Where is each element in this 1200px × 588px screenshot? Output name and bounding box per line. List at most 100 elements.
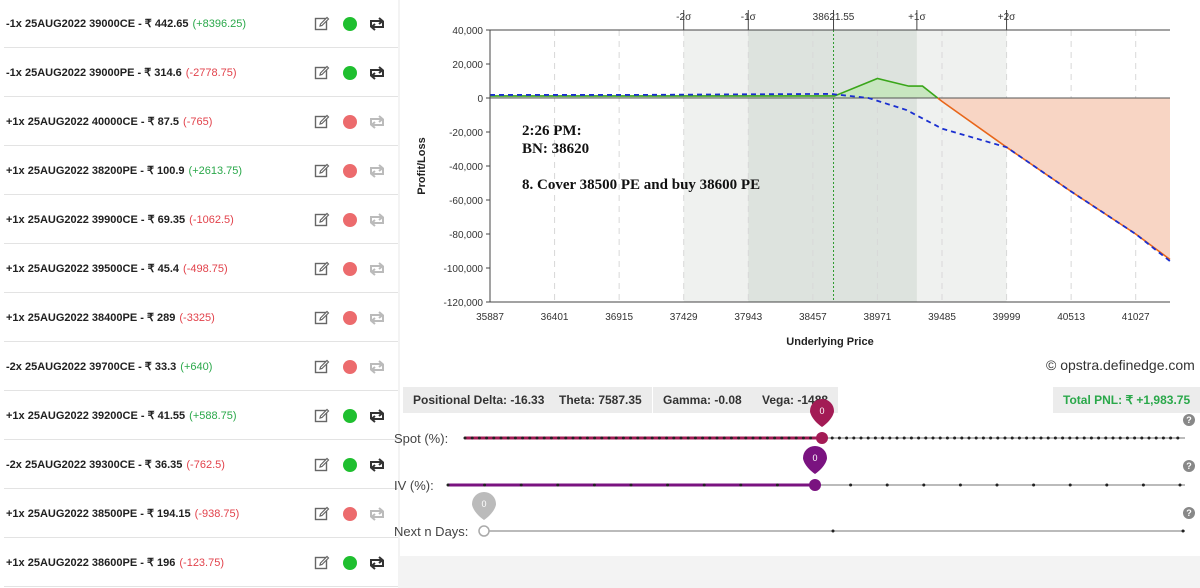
spot-tick bbox=[953, 436, 957, 440]
status-dot-inactive[interactable] bbox=[343, 213, 357, 227]
swap-icon[interactable] bbox=[367, 260, 387, 278]
status-dot-active[interactable] bbox=[343, 409, 357, 423]
x-tick-label: 39999 bbox=[993, 312, 1021, 323]
spot-tick bbox=[794, 436, 798, 440]
edit-icon[interactable] bbox=[314, 16, 330, 32]
position-label: +1x 25AUG2022 38200PE - ₹ 100.9 (+2613.75… bbox=[6, 147, 242, 195]
status-dot-active[interactable] bbox=[343, 66, 357, 80]
swap-icon[interactable] bbox=[367, 15, 387, 33]
iv-handle[interactable] bbox=[809, 479, 821, 491]
iv-help-icon[interactable]: ? bbox=[1183, 460, 1195, 472]
iv-tick bbox=[556, 483, 560, 487]
spot-tick bbox=[578, 436, 582, 440]
status-dot-inactive[interactable] bbox=[343, 115, 357, 129]
status-dot-inactive[interactable] bbox=[343, 164, 357, 178]
edit-icon[interactable] bbox=[314, 65, 330, 81]
position-row: +1x 25AUG2022 39500CE - ₹ 45.4 (-498.75) bbox=[4, 245, 398, 293]
spot-tick bbox=[974, 436, 978, 440]
days-help-icon[interactable]: ? bbox=[1183, 507, 1195, 519]
swap-icon[interactable] bbox=[367, 358, 387, 376]
swap-icon[interactable] bbox=[367, 407, 387, 425]
swap-icon[interactable] bbox=[367, 554, 387, 572]
days-handle[interactable] bbox=[478, 525, 490, 537]
iv-tick bbox=[885, 483, 889, 487]
spot-tick bbox=[967, 436, 971, 440]
spot-tick bbox=[672, 436, 676, 440]
spot-tick bbox=[722, 436, 726, 440]
spot-tick bbox=[859, 436, 863, 440]
spot-tick bbox=[686, 436, 690, 440]
spot-handle[interactable] bbox=[816, 432, 828, 444]
spot-tick bbox=[585, 436, 589, 440]
spot-tick bbox=[902, 436, 906, 440]
spot-tick bbox=[1039, 436, 1043, 440]
y-tick-label: -60,000 bbox=[449, 196, 483, 207]
iv-label: IV (%): bbox=[394, 478, 434, 493]
spot-tick bbox=[621, 436, 625, 440]
spot-help-icon[interactable]: ? bbox=[1183, 414, 1195, 426]
edit-icon[interactable] bbox=[314, 506, 330, 522]
status-dot-inactive[interactable] bbox=[343, 311, 357, 325]
edit-icon[interactable] bbox=[314, 310, 330, 326]
spot-tick bbox=[715, 436, 719, 440]
iv-tick bbox=[446, 483, 450, 487]
position-desc: +1x 25AUG2022 38600PE - ₹ 196 bbox=[6, 557, 176, 569]
swap-icon[interactable] bbox=[367, 113, 387, 131]
spot-tick bbox=[564, 436, 568, 440]
swap-icon[interactable] bbox=[367, 162, 387, 180]
payoff-panel: 35887 36401 36915 37429 37943 38457 38971 39485… bbox=[400, 0, 1200, 556]
spot-tick bbox=[1010, 436, 1014, 440]
iv-tick bbox=[958, 483, 962, 487]
position-desc: +1x 25AUG2022 40000CE - ₹ 87.5 bbox=[6, 116, 180, 128]
position-desc: -2x 25AUG2022 39700CE - ₹ 33.3 bbox=[6, 361, 177, 373]
position-pnl: (-123.75) bbox=[179, 557, 225, 569]
position-label: +1x 25AUG2022 39500CE - ₹ 45.4 (-498.75) bbox=[6, 245, 228, 293]
edit-icon[interactable] bbox=[314, 114, 330, 130]
swap-icon[interactable] bbox=[367, 505, 387, 523]
swap-icon[interactable] bbox=[367, 64, 387, 82]
x-axis-title: Underlying Price bbox=[786, 336, 873, 348]
edit-icon[interactable] bbox=[314, 457, 330, 473]
swap-icon[interactable] bbox=[367, 211, 387, 229]
spot-tick bbox=[506, 436, 510, 440]
edit-icon[interactable] bbox=[314, 261, 330, 277]
x-tick-label: 37943 bbox=[734, 312, 762, 323]
spot-tick bbox=[765, 436, 769, 440]
position-label: +1x 25AUG2022 38400PE - ₹ 289 (-3325) bbox=[6, 294, 215, 342]
swap-icon[interactable] bbox=[367, 309, 387, 327]
status-dot-active[interactable] bbox=[343, 556, 357, 570]
edit-icon[interactable] bbox=[314, 163, 330, 179]
spot-tick bbox=[837, 436, 841, 440]
position-pnl: (-498.75) bbox=[183, 263, 228, 275]
spot-tick bbox=[1017, 436, 1021, 440]
status-dot-inactive[interactable] bbox=[343, 507, 357, 521]
status-dot-active[interactable] bbox=[343, 458, 357, 472]
y-tick-label: -20,000 bbox=[449, 128, 483, 139]
iv-tick bbox=[629, 483, 633, 487]
spot-tick bbox=[629, 436, 633, 440]
x-tick-label: 35887 bbox=[476, 312, 504, 323]
position-pnl: (-2778.75) bbox=[185, 67, 237, 79]
swap-icon[interactable] bbox=[367, 456, 387, 474]
spot-pin bbox=[810, 399, 834, 427]
iv-tick bbox=[666, 483, 670, 487]
position-desc: -2x 25AUG2022 39300CE - ₹ 36.35 bbox=[6, 459, 183, 471]
position-pnl: (+640) bbox=[180, 361, 213, 373]
edit-icon[interactable] bbox=[314, 359, 330, 375]
gamma-chip: Gamma: -0.08 bbox=[653, 387, 752, 413]
position-label: -1x 25AUG2022 39000PE - ₹ 314.6 (-2778.75… bbox=[6, 49, 237, 97]
status-dot-inactive[interactable] bbox=[343, 360, 357, 374]
edit-icon[interactable] bbox=[314, 555, 330, 571]
status-dot-active[interactable] bbox=[343, 17, 357, 31]
spot-tick bbox=[492, 436, 496, 440]
x-tick-label: 39485 bbox=[928, 312, 956, 323]
iv-tick bbox=[519, 483, 523, 487]
edit-icon[interactable] bbox=[314, 212, 330, 228]
status-dot-inactive[interactable] bbox=[343, 262, 357, 276]
iv-tick bbox=[702, 483, 706, 487]
days-label: Next n Days: bbox=[394, 524, 469, 539]
position-desc: -1x 25AUG2022 39000CE - ₹ 442.65 bbox=[6, 18, 189, 30]
spot-tick bbox=[787, 436, 791, 440]
edit-icon[interactable] bbox=[314, 408, 330, 424]
spot-tick bbox=[866, 436, 870, 440]
